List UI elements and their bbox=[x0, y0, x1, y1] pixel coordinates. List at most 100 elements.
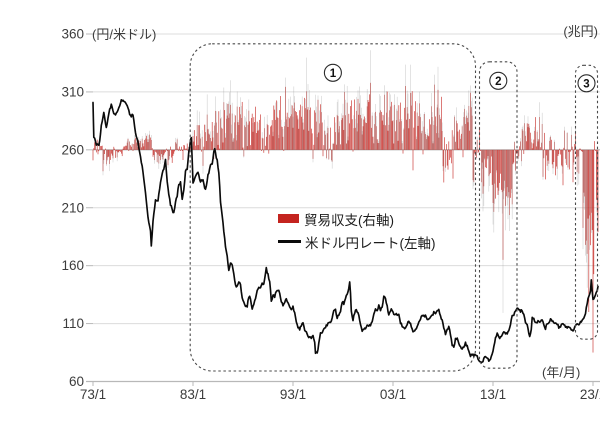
trade-balance-bar bbox=[265, 145, 266, 150]
trade-balance-bar bbox=[301, 116, 302, 150]
trade-balance-bar bbox=[155, 149, 156, 152]
trade-balance-bar bbox=[523, 149, 525, 154]
trade-balance-bar bbox=[415, 101, 416, 150]
trade-balance-bar bbox=[251, 113, 253, 150]
trade-balance-bar bbox=[540, 147, 541, 150]
trade-balance-bar bbox=[512, 149, 514, 165]
trade-balance-bar bbox=[519, 146, 520, 150]
trade-balance-bar bbox=[469, 130, 470, 150]
trade-balance-bar bbox=[166, 149, 168, 151]
trade-balance-bar bbox=[125, 145, 126, 150]
trade-balance-bar bbox=[94, 142, 95, 150]
trade-balance-bar bbox=[180, 149, 181, 151]
trade-balance-bar bbox=[535, 117, 536, 150]
trade-balance-bar bbox=[451, 130, 453, 150]
trade-balance-bar bbox=[283, 149, 285, 151]
trade-balance-bar bbox=[137, 147, 139, 150]
x-tick-label: 13/1 bbox=[480, 387, 506, 402]
trade-balance-bar bbox=[147, 142, 149, 150]
trade-balance-bar bbox=[124, 146, 125, 150]
trade-balance-bar bbox=[530, 132, 531, 150]
trade-balance-bar bbox=[404, 107, 405, 150]
legend-item-trade-balance: 貿易収支(右軸) bbox=[278, 207, 436, 230]
trade-balance-bar bbox=[179, 146, 180, 150]
trade-balance-bar bbox=[201, 149, 202, 152]
trade-balance-bar bbox=[269, 134, 270, 150]
trade-balance-bar bbox=[318, 132, 320, 150]
trade-balance-bar bbox=[146, 135, 147, 150]
trade-balance-bar bbox=[371, 127, 372, 150]
trade-balance-bar bbox=[447, 149, 449, 170]
trade-balance-bar bbox=[477, 149, 479, 153]
trade-balance-bar bbox=[336, 144, 337, 150]
trade-balance-bar bbox=[173, 149, 175, 154]
trade-balance-bar bbox=[417, 125, 419, 150]
trade-balance-bar bbox=[500, 149, 501, 174]
trade-balance-bar bbox=[181, 149, 183, 151]
trade-balance-bar bbox=[506, 149, 507, 197]
trade-balance-bar bbox=[271, 120, 273, 150]
trade-balance-bar bbox=[111, 149, 112, 154]
trade-balance-bar bbox=[516, 149, 517, 154]
y-left-tick-label: 210 bbox=[61, 200, 84, 215]
trade-balance-bar bbox=[443, 149, 445, 183]
trade-balance-bar bbox=[291, 105, 293, 150]
annotation-circle-1 bbox=[323, 63, 342, 82]
trade-balance-bar bbox=[101, 146, 102, 150]
trade-balance-bar bbox=[441, 96, 442, 150]
trade-balance-bar bbox=[254, 122, 255, 150]
trade-balance-bar bbox=[400, 102, 401, 150]
trade-balance-bar bbox=[277, 117, 279, 150]
trade-balance-bar bbox=[144, 139, 145, 150]
trade-balance-bar bbox=[186, 143, 188, 150]
trade-balance-bar bbox=[260, 114, 261, 150]
y-left-tick-label: 60 bbox=[69, 374, 84, 389]
trade-balance-bar bbox=[170, 146, 171, 150]
trade-balance-bar bbox=[195, 145, 196, 150]
trade-balance-bar bbox=[592, 149, 594, 353]
trade-balance-bar bbox=[113, 146, 115, 150]
trade-balance-bar bbox=[330, 127, 331, 150]
trade-balance-bar bbox=[560, 149, 561, 155]
trade-balance-bar bbox=[397, 140, 399, 150]
trade-balance-bar bbox=[516, 149, 518, 151]
trade-balance-bar bbox=[547, 149, 549, 161]
trade-balance-bar bbox=[450, 149, 451, 158]
plot-area: 36031026021016011060210-1-2-3-473/183/19… bbox=[61, 27, 600, 402]
annotation-box-3 bbox=[574, 64, 599, 340]
trade-balance-bar bbox=[557, 149, 559, 156]
trade-balance-bar bbox=[501, 149, 502, 190]
trade-balance-bar bbox=[461, 133, 462, 150]
trade-balance-bar bbox=[572, 149, 574, 183]
trade-balance-bar bbox=[497, 149, 499, 195]
trade-balance-bar bbox=[164, 149, 165, 154]
trade-balance-bar bbox=[382, 114, 384, 150]
trade-balance-bar bbox=[242, 147, 244, 150]
trade-balance-bar bbox=[580, 148, 581, 150]
trade-balance-bar bbox=[268, 149, 270, 154]
trade-balance-bar bbox=[256, 121, 258, 150]
trade-balance-bar bbox=[216, 132, 218, 150]
trade-balance-bar bbox=[261, 149, 262, 151]
trade-balance-bar bbox=[262, 138, 264, 150]
trade-balance-bar bbox=[533, 139, 535, 150]
trade-balance-bar bbox=[495, 149, 496, 199]
usdjpy-rate-line bbox=[92, 98, 599, 364]
trade-balance-bar bbox=[313, 144, 315, 150]
trade-balance-bar bbox=[459, 129, 460, 150]
trade-balance-bar bbox=[157, 149, 159, 155]
annotation-box-1 bbox=[189, 43, 477, 372]
trade-balance-bar bbox=[153, 149, 155, 155]
trade-balance-bar bbox=[194, 130, 195, 150]
trade-balance-bar bbox=[165, 149, 166, 153]
trade-balance-bar bbox=[428, 136, 430, 150]
trade-balance-bar bbox=[590, 149, 591, 246]
trade-balance-bar bbox=[352, 149, 354, 152]
trade-balance-bar bbox=[411, 91, 413, 150]
trade-balance-bar bbox=[430, 124, 431, 150]
trade-balance-bar bbox=[456, 123, 458, 150]
right-axis-title: (兆円) bbox=[563, 24, 598, 39]
trade-balance-bar bbox=[510, 149, 511, 198]
trade-balance-bar bbox=[276, 100, 277, 150]
trade-balance-bar bbox=[496, 149, 498, 188]
